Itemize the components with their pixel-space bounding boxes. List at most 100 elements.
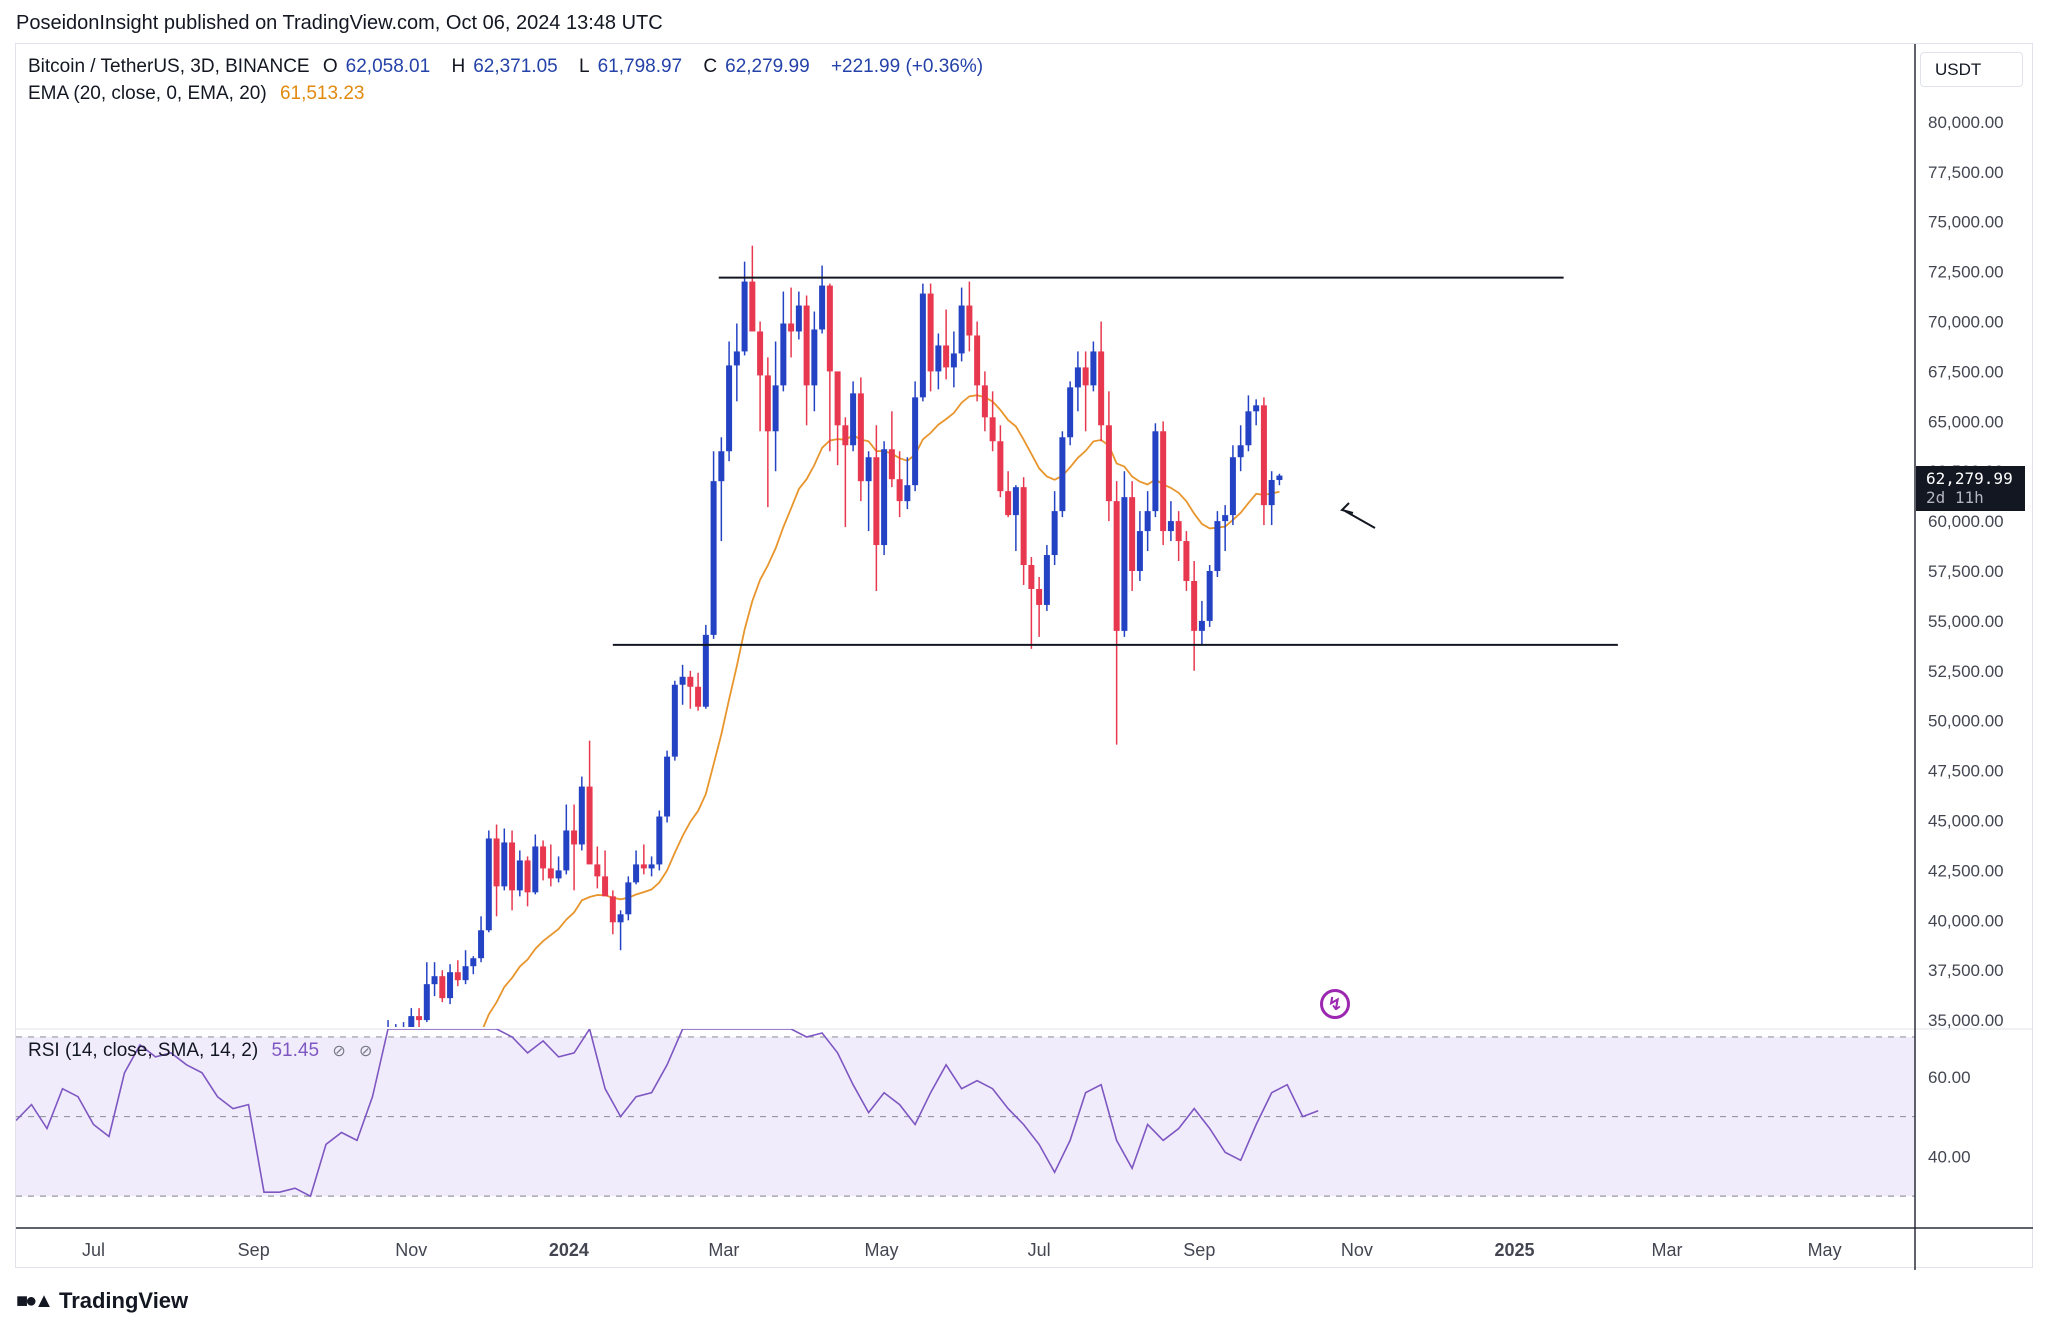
candle: [1253, 399, 1260, 426]
candle-body: [834, 371, 841, 426]
candle: [1144, 491, 1151, 552]
candle: [656, 810, 663, 871]
time-tick-label: Sep: [238, 1240, 270, 1260]
candle: [1090, 341, 1097, 392]
candle: [462, 950, 469, 985]
candle-body: [1229, 457, 1236, 516]
candle: [912, 381, 919, 492]
candle: [1214, 511, 1221, 577]
ema-legend[interactable]: EMA (20, close, 0, EMA, 20) 61,513.23: [28, 83, 372, 105]
price-tick-label: 72,500.00: [1928, 263, 2004, 282]
tradingview-logo-icon: ■●▲: [16, 1289, 54, 1312]
candle-body: [772, 385, 779, 432]
candle: [679, 664, 686, 705]
candle-body: [571, 830, 578, 845]
candle: [764, 357, 771, 508]
candle: [850, 381, 857, 452]
price-tick-label: 80,000.00: [1928, 113, 2004, 132]
low-label: L: [579, 56, 590, 77]
candle-body: [927, 293, 934, 372]
candle-body: [1183, 541, 1190, 581]
candle-body: [462, 966, 469, 981]
candle-body: [1136, 531, 1143, 571]
candle-body: [1113, 501, 1120, 631]
candle-body: [935, 345, 942, 372]
candle-body: [803, 305, 810, 386]
open-label: O: [322, 56, 338, 77]
candle-body: [733, 351, 740, 366]
candle-body: [555, 870, 562, 879]
hide-icon[interactable]: ⊘: [332, 1043, 346, 1060]
ema-layer: [482, 394, 1280, 1027]
symbol-legend[interactable]: Bitcoin / TetherUS, 3D, BINANCE O 62,058.…: [28, 56, 991, 78]
last-price-value: 62,279.99: [1926, 469, 2013, 488]
candle: [927, 283, 934, 392]
candle-body: [1175, 521, 1182, 542]
hide-icon[interactable]: ⊘: [359, 1043, 373, 1060]
candle-body: [1043, 555, 1050, 605]
candle: [1260, 397, 1267, 526]
price-tick-label: 55,000.00: [1928, 612, 2004, 631]
candle-body: [1253, 405, 1260, 412]
candle-body: [1191, 580, 1198, 631]
candle: [702, 624, 709, 709]
candle: [1229, 445, 1236, 526]
candle-body: [1260, 405, 1267, 506]
candle-body: [617, 914, 624, 923]
currency-selector[interactable]: USDT: [1920, 52, 2023, 87]
candle-body: [795, 305, 802, 332]
candle: [640, 844, 647, 875]
candle: [439, 970, 446, 1003]
candle: [493, 824, 500, 917]
candle-body: [679, 676, 686, 685]
candle-body: [958, 305, 965, 354]
lightning-icon[interactable]: ↯: [1320, 989, 1350, 1019]
arrow-annotation: [1344, 510, 1376, 529]
high-value: 62,371.05: [473, 56, 558, 77]
candle: [594, 846, 601, 889]
time-tick-label: 2024: [549, 1240, 589, 1260]
candle: [416, 1008, 423, 1027]
chart-frame: [15, 43, 2033, 1268]
time-tick-label: Mar: [1651, 1240, 1682, 1260]
candle: [857, 377, 864, 502]
tradingview-logo[interactable]: ■●▲ TradingView: [16, 1288, 188, 1314]
candle: [1198, 600, 1205, 645]
candle-body: [509, 842, 516, 891]
candle: [1268, 471, 1275, 526]
open-value: 62,058.01: [345, 56, 431, 77]
candle-body: [1067, 387, 1074, 438]
candle-body: [640, 864, 647, 869]
candle: [571, 804, 578, 891]
ema-value: 61,513.23: [279, 83, 365, 104]
candle-body: [989, 417, 996, 442]
candle: [501, 828, 508, 891]
candle: [795, 291, 802, 340]
rsi-tick-label: 60.00: [1928, 1068, 1971, 1087]
candle: [1237, 425, 1244, 472]
candle: [687, 670, 694, 709]
candle: [648, 856, 655, 877]
candle-body: [997, 441, 1004, 492]
bar-countdown: 2d 11h: [1926, 488, 1984, 507]
candle-body: [478, 930, 485, 959]
candle: [772, 341, 779, 472]
candle-body: [896, 479, 903, 502]
candle: [757, 321, 764, 432]
candle: [695, 672, 702, 711]
candle: [609, 890, 616, 935]
candle: [532, 834, 539, 895]
ema-line: [482, 394, 1280, 1027]
candle: [1028, 557, 1035, 649]
candle: [1036, 576, 1043, 637]
ema-label: EMA (20, close, 0, EMA, 20): [28, 83, 267, 104]
candle-body: [470, 958, 477, 967]
time-tick-label: Jul: [82, 1240, 105, 1260]
close-value: 62,279.99: [725, 56, 810, 77]
candle-body: [865, 457, 872, 482]
price-tick-label: 40,000.00: [1928, 911, 2004, 930]
candle-body: [780, 323, 787, 386]
rsi-legend[interactable]: RSI (14, close, SMA, 14, 2) 51.45 ⊘ ⊘: [28, 1040, 380, 1062]
candle: [1105, 391, 1112, 522]
